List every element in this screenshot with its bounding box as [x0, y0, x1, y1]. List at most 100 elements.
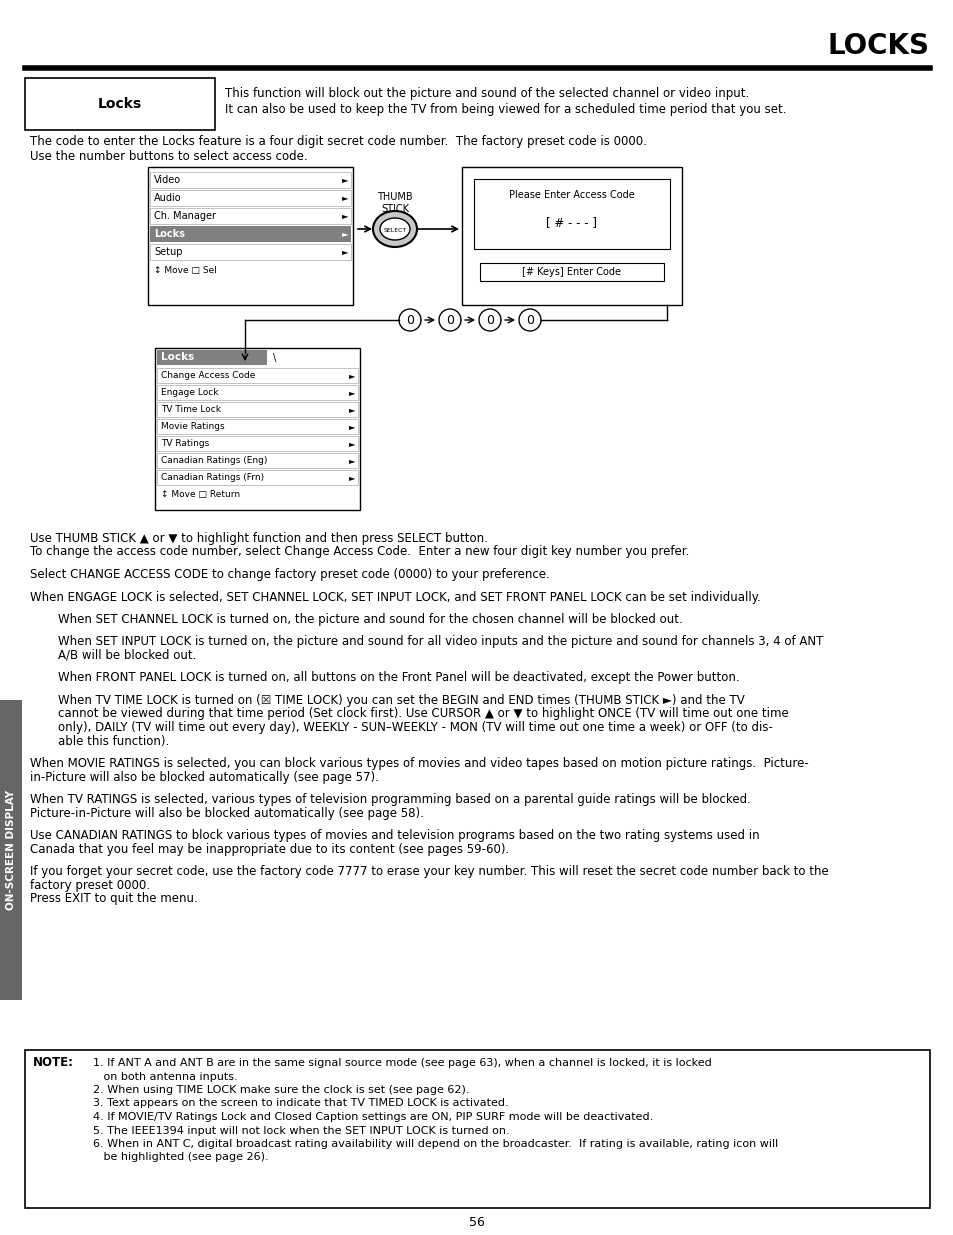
Text: When SET CHANNEL LOCK is turned on, the picture and sound for the chosen channel: When SET CHANNEL LOCK is turned on, the … — [58, 613, 682, 626]
Text: Engage Lock: Engage Lock — [161, 388, 218, 396]
Text: Picture-in-Picture will also be blocked automatically (see page 58).: Picture-in-Picture will also be blocked … — [30, 806, 423, 820]
Ellipse shape — [379, 219, 410, 240]
Text: Change Access Code: Change Access Code — [161, 370, 255, 380]
Text: SELECT: SELECT — [383, 227, 406, 232]
Bar — [150, 207, 351, 224]
Bar — [148, 167, 353, 305]
Text: Canada that you feel may be inappropriate due to its content (see pages 59-60).: Canada that you feel may be inappropriat… — [30, 842, 509, 856]
Text: When TV TIME LOCK is turned on (☒ TIME LOCK) you can set the BEGIN and END times: When TV TIME LOCK is turned on (☒ TIME L… — [58, 694, 744, 706]
Bar — [150, 172, 351, 188]
Text: 0: 0 — [446, 314, 454, 326]
Text: in-Picture will also be blocked automatically (see page 57).: in-Picture will also be blocked automati… — [30, 771, 378, 783]
Text: 5. The IEEE1394 input will not lock when the SET INPUT LOCK is turned on.: 5. The IEEE1394 input will not lock when… — [92, 1125, 509, 1135]
Text: ►: ► — [341, 175, 348, 184]
Bar — [157, 350, 267, 366]
Circle shape — [398, 309, 420, 331]
Text: ►: ► — [341, 194, 348, 203]
Text: Locks: Locks — [98, 98, 142, 111]
Text: factory preset 0000.: factory preset 0000. — [30, 878, 150, 892]
Text: If you forget your secret code, use the factory code 7777 to erase your key numb: If you forget your secret code, use the … — [30, 864, 828, 878]
Text: When SET INPUT LOCK is turned on, the picture and sound for all video inputs and: When SET INPUT LOCK is turned on, the pi… — [58, 636, 822, 648]
Text: 1. If ANT A and ANT B are in the same signal source mode (see page 63), when a c: 1. If ANT A and ANT B are in the same si… — [92, 1058, 711, 1068]
Text: ►: ► — [341, 230, 348, 238]
Text: Locks: Locks — [153, 228, 185, 240]
Text: [ # - - - ]: [ # - - - ] — [546, 216, 597, 230]
Text: TV Time Lock: TV Time Lock — [161, 405, 221, 414]
Text: be highlighted (see page 26).: be highlighted (see page 26). — [92, 1152, 269, 1162]
Bar — [479, 263, 663, 282]
Bar — [0, 700, 22, 1000]
Text: Select CHANGE ACCESS CODE to change factory preset code (0000) to your preferenc: Select CHANGE ACCESS CODE to change fact… — [30, 568, 549, 580]
Text: able this function).: able this function). — [58, 735, 169, 747]
Text: Canadian Ratings (Frn): Canadian Ratings (Frn) — [161, 473, 264, 482]
Bar — [157, 368, 357, 383]
Text: cannot be viewed during that time period (Set clock first). Use CURSOR ▲ or ▼ to: cannot be viewed during that time period… — [58, 708, 788, 720]
Bar — [461, 167, 681, 305]
Text: Movie Ratings: Movie Ratings — [161, 422, 224, 431]
Text: The code to enter the Locks feature is a four digit secret code number.  The fac: The code to enter the Locks feature is a… — [30, 136, 646, 148]
Text: ►: ► — [348, 473, 355, 482]
Text: Locks: Locks — [161, 352, 194, 363]
Text: NOTE:: NOTE: — [33, 1056, 74, 1068]
Bar — [25, 78, 214, 130]
Text: When FRONT PANEL LOCK is turned on, all buttons on the Front Panel will be deact: When FRONT PANEL LOCK is turned on, all … — [58, 672, 739, 684]
Text: When ENGAGE LOCK is selected, SET CHANNEL LOCK, SET INPUT LOCK, and SET FRONT PA: When ENGAGE LOCK is selected, SET CHANNE… — [30, 590, 760, 604]
Text: Ch. Manager: Ch. Manager — [153, 211, 215, 221]
Text: Setup: Setup — [153, 247, 182, 257]
Circle shape — [438, 309, 460, 331]
Bar — [157, 419, 357, 433]
Bar — [150, 245, 351, 261]
Bar — [474, 179, 669, 249]
Bar — [25, 1050, 929, 1208]
Text: Canadian Ratings (Eng): Canadian Ratings (Eng) — [161, 456, 267, 466]
Text: 56: 56 — [469, 1215, 484, 1229]
Text: THUMB
STICK: THUMB STICK — [376, 191, 413, 214]
Text: 0: 0 — [485, 314, 494, 326]
Text: Use CANADIAN RATINGS to block various types of movies and television programs ba: Use CANADIAN RATINGS to block various ty… — [30, 829, 759, 842]
Text: ►: ► — [348, 422, 355, 431]
Circle shape — [518, 309, 540, 331]
Text: TV Ratings: TV Ratings — [161, 438, 209, 448]
Text: ►: ► — [341, 247, 348, 257]
Text: It can also be used to keep the TV from being viewed for a scheduled time period: It can also be used to keep the TV from … — [225, 104, 785, 116]
Text: 4. If MOVIE/TV Ratings Lock and Closed Caption settings are ON, PIP SURF mode wi: 4. If MOVIE/TV Ratings Lock and Closed C… — [92, 1112, 653, 1123]
Text: ►: ► — [348, 438, 355, 448]
Text: Use THUMB STICK ▲ or ▼ to highlight function and then press SELECT button.: Use THUMB STICK ▲ or ▼ to highlight func… — [30, 532, 487, 545]
Text: \: \ — [273, 352, 276, 363]
Text: ►: ► — [348, 405, 355, 414]
Text: ►: ► — [341, 211, 348, 221]
Text: [# Keys] Enter Code: [# Keys] Enter Code — [522, 267, 620, 277]
Bar — [157, 471, 357, 485]
Text: LOCKS: LOCKS — [827, 32, 929, 61]
Text: Use the number buttons to select access code.: Use the number buttons to select access … — [30, 151, 307, 163]
Text: When TV RATINGS is selected, various types of television programming based on a : When TV RATINGS is selected, various typ… — [30, 793, 750, 806]
Text: Please Enter Access Code: Please Enter Access Code — [509, 190, 634, 200]
Text: To change the access code number, select Change Access Code.  Enter a new four d: To change the access code number, select… — [30, 546, 689, 558]
Bar — [157, 436, 357, 451]
Text: ►: ► — [348, 456, 355, 466]
Text: Audio: Audio — [153, 193, 181, 203]
Text: This function will block out the picture and sound of the selected channel or vi: This function will block out the picture… — [225, 88, 748, 100]
Text: ↕ Move □ Sel: ↕ Move □ Sel — [153, 266, 216, 274]
Bar — [157, 385, 357, 400]
Text: 3. Text appears on the screen to indicate that TV TIMED LOCK is activated.: 3. Text appears on the screen to indicat… — [92, 1098, 508, 1109]
Text: 2. When using TIME LOCK make sure the clock is set (see page 62).: 2. When using TIME LOCK make sure the cl… — [92, 1086, 469, 1095]
Ellipse shape — [373, 211, 416, 247]
Text: Press EXIT to quit the menu.: Press EXIT to quit the menu. — [30, 892, 197, 905]
Text: A/B will be blocked out.: A/B will be blocked out. — [58, 650, 196, 662]
Text: ↕ Move □ Return: ↕ Move □ Return — [161, 490, 240, 499]
Text: on both antenna inputs.: on both antenna inputs. — [92, 1072, 237, 1082]
Bar — [150, 190, 351, 206]
Text: ON-SCREEN DISPLAY: ON-SCREEN DISPLAY — [6, 790, 16, 910]
Text: 0: 0 — [406, 314, 414, 326]
Text: only), DAILY (TV will time out every day), WEEKLY - SUN–WEEKLY - MON (TV will ti: only), DAILY (TV will time out every day… — [58, 721, 772, 734]
Bar — [157, 453, 357, 468]
Text: ►: ► — [348, 370, 355, 380]
Text: When MOVIE RATINGS is selected, you can block various types of movies and video : When MOVIE RATINGS is selected, you can … — [30, 757, 808, 769]
Text: 6. When in ANT C, digital broadcast rating availability will depend on the broad: 6. When in ANT C, digital broadcast rati… — [92, 1139, 778, 1149]
Bar — [150, 226, 351, 242]
Text: Video: Video — [153, 175, 181, 185]
Text: 0: 0 — [525, 314, 534, 326]
Circle shape — [478, 309, 500, 331]
Bar — [157, 403, 357, 417]
